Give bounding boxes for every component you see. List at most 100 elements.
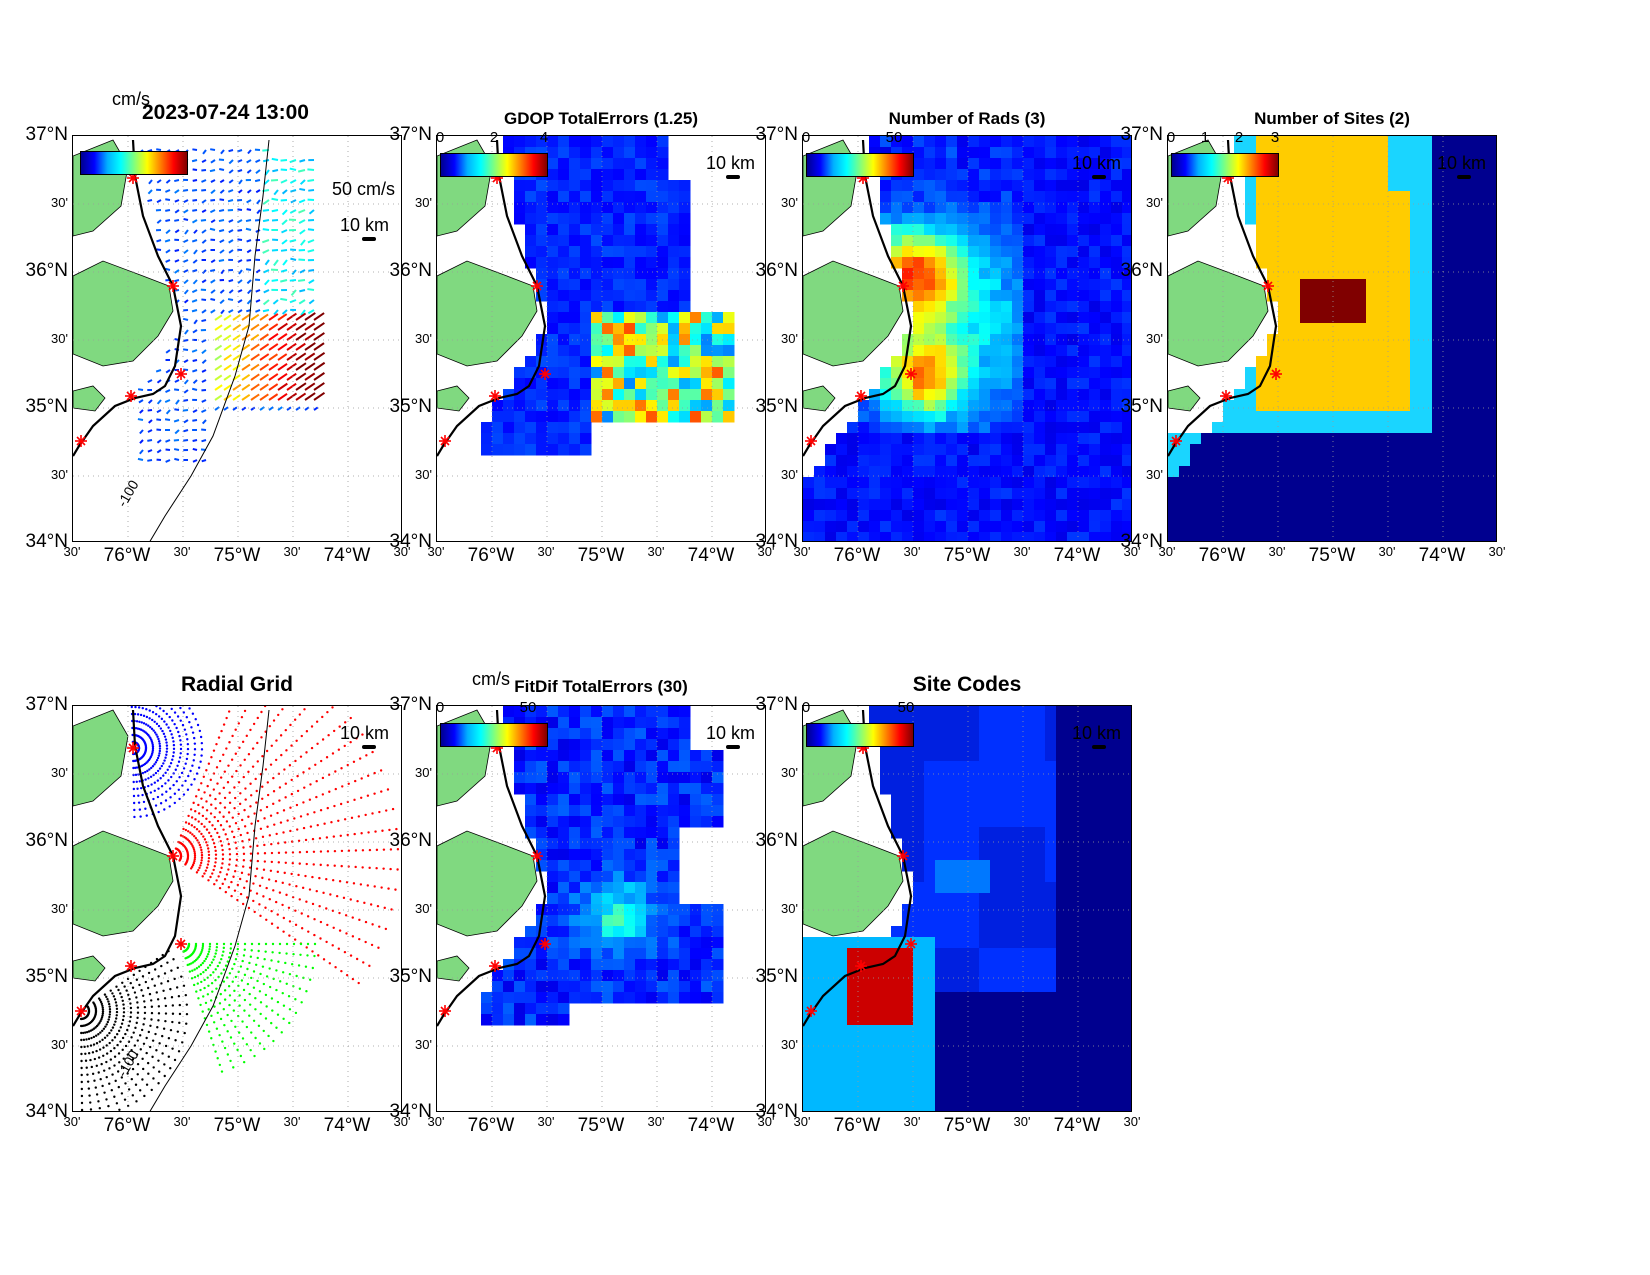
grid-cell	[613, 169, 625, 181]
grid-cell	[935, 136, 947, 148]
grid-cell	[1344, 345, 1356, 357]
grid-cell	[1355, 433, 1367, 445]
grid-cell	[1111, 290, 1123, 302]
radial-point	[327, 734, 330, 737]
radial-point	[179, 747, 183, 751]
vector-arrow	[271, 157, 279, 161]
grid-cell	[1410, 433, 1422, 445]
grid-cell	[1045, 466, 1057, 478]
grid-cell	[1355, 488, 1367, 500]
grid-cell	[935, 323, 947, 335]
grid-cell	[924, 422, 936, 434]
grid-cell	[1465, 367, 1477, 379]
radial-point	[158, 767, 162, 770]
grid-cell	[558, 772, 570, 784]
radial-point	[270, 1021, 273, 1025]
radial-point	[237, 1031, 241, 1034]
grid-cell	[924, 279, 936, 291]
radial-point	[262, 1029, 265, 1033]
grid-cell	[1465, 268, 1477, 280]
grid-cell	[847, 510, 859, 522]
grid-cell	[1377, 202, 1389, 214]
grid-cell	[1267, 433, 1279, 445]
radial-point	[218, 759, 222, 763]
grid-cell	[1476, 180, 1488, 192]
vector-arrow	[138, 399, 144, 404]
radial-point	[226, 1053, 230, 1056]
radial-point	[136, 787, 139, 790]
grid-cell	[1388, 466, 1400, 478]
grid-cell	[1377, 158, 1389, 170]
grid-cell	[957, 510, 969, 522]
radial-point	[83, 1031, 87, 1034]
grid-cell	[580, 772, 592, 784]
radial-point	[144, 770, 147, 774]
grid-cell	[1256, 389, 1268, 401]
grid-cell	[635, 290, 647, 302]
grid-cell	[825, 488, 837, 500]
radial-point	[165, 744, 169, 747]
grid-cell	[979, 334, 991, 346]
grid-cell	[1377, 455, 1389, 467]
grid-cell	[580, 871, 592, 883]
grid-cell	[679, 772, 691, 784]
grid-cell	[946, 367, 958, 379]
vector-arrow	[298, 299, 306, 305]
grid-cell	[1399, 147, 1411, 159]
radial-point	[135, 978, 139, 981]
radial-point	[268, 898, 271, 901]
grid-cell	[1366, 169, 1378, 181]
grid-cell	[1355, 411, 1367, 423]
map-nsites[interactable]	[1167, 135, 1497, 542]
radial-point	[139, 713, 143, 717]
radial-point	[249, 1048, 252, 1052]
grid-cell	[1333, 246, 1345, 258]
map-fitdif[interactable]	[436, 705, 766, 1112]
radial-point	[256, 852, 260, 855]
grid-cell	[1421, 136, 1433, 148]
grid-cell	[1223, 532, 1235, 541]
grid-cell	[891, 433, 903, 445]
radial-point	[189, 831, 192, 834]
grid-cell	[558, 717, 570, 729]
grid-cell	[1078, 191, 1090, 203]
radial-point	[149, 791, 153, 794]
radial-point	[101, 1004, 104, 1007]
grid-cell	[1111, 180, 1123, 192]
vector-arrow	[298, 199, 306, 204]
grid-cell	[1067, 323, 1079, 335]
radial-point	[332, 835, 336, 838]
map-currents[interactable]: -100	[72, 135, 402, 542]
grid-cell	[1078, 246, 1090, 258]
map-gdop[interactable]	[436, 135, 766, 542]
vector-arrow	[286, 322, 297, 331]
radial-point	[129, 981, 132, 985]
grid-cell	[1322, 499, 1334, 511]
radial-point	[250, 1031, 253, 1034]
radial-point	[117, 1052, 121, 1055]
radial-point	[190, 816, 194, 819]
grid-cell	[979, 279, 991, 291]
grid-cell	[1487, 169, 1496, 181]
grid-cell	[668, 301, 680, 313]
grid-cell	[946, 180, 958, 192]
grid-cell	[547, 235, 559, 247]
site-marker	[125, 390, 137, 402]
grid-cell	[1476, 224, 1488, 236]
radial-point	[203, 978, 206, 982]
grid-cell	[1333, 345, 1345, 357]
map-nrads[interactable]	[802, 135, 1132, 542]
grid-cell	[657, 378, 669, 390]
cbar-tick-1: 1	[1200, 129, 1210, 146]
radial-point	[242, 1060, 246, 1064]
grid-cell	[1012, 433, 1024, 445]
map-radgrid[interactable]: -100	[72, 705, 402, 1112]
grid-cell	[514, 750, 526, 762]
grid-cell	[690, 345, 702, 357]
grid-cell	[869, 477, 881, 489]
radial-point	[254, 997, 257, 1000]
grid-cell	[602, 948, 614, 960]
radial-point	[190, 824, 194, 827]
vector-arrow	[286, 406, 292, 411]
lon-label: 30'	[757, 544, 775, 559]
